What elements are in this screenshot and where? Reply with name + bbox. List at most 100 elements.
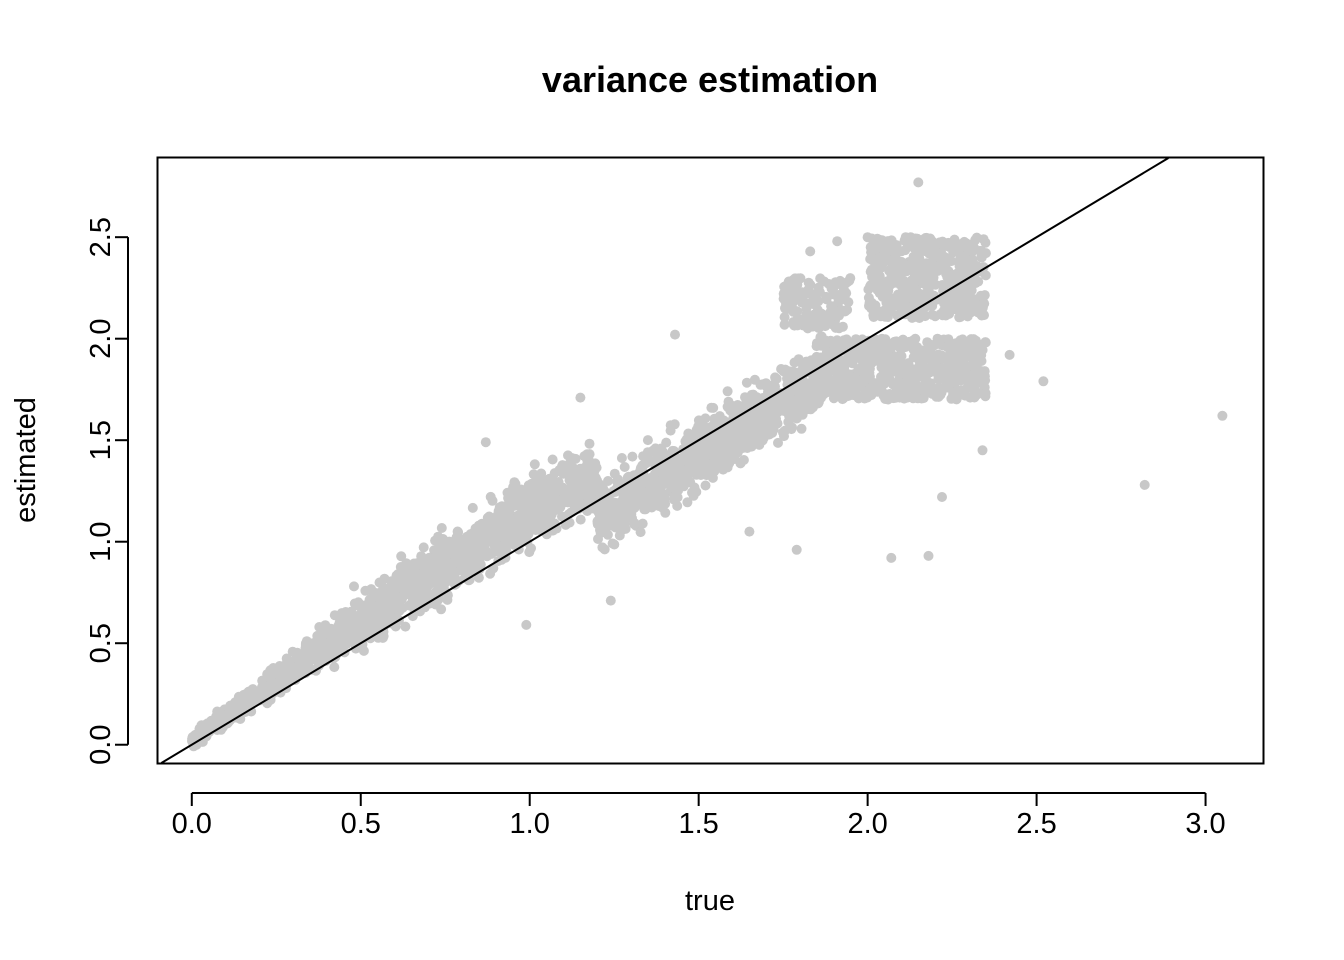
y-axis-label: estimated [10, 397, 42, 523]
data-point [787, 292, 798, 303]
data-point [811, 294, 822, 305]
data-point [802, 358, 813, 369]
data-point [980, 337, 991, 348]
data-point [857, 334, 868, 345]
data-point [329, 610, 340, 621]
data-point [597, 542, 608, 553]
data-point [690, 460, 701, 471]
data-point [707, 458, 718, 469]
data-point [797, 409, 808, 420]
data-point [619, 462, 630, 472]
outlier-point [832, 236, 843, 247]
data-point [436, 523, 447, 533]
data-point [832, 370, 843, 381]
data-point [423, 578, 433, 589]
data-point [307, 638, 318, 649]
data-point [924, 280, 935, 291]
data-point [563, 450, 573, 461]
data-point [802, 393, 813, 404]
data-point [906, 384, 917, 395]
outlier-point [1217, 410, 1228, 421]
data-point [603, 476, 613, 486]
data-point [618, 494, 629, 505]
data-point [608, 508, 619, 519]
data-point [803, 277, 814, 288]
data-point [798, 297, 809, 307]
data-point [948, 376, 959, 387]
data-point [896, 256, 907, 267]
data-point [872, 272, 883, 283]
outlier-point [1139, 479, 1150, 490]
data-point [591, 476, 602, 487]
data-point [803, 284, 814, 295]
data-point [400, 621, 411, 632]
data-point [970, 262, 981, 273]
data-point [865, 242, 876, 253]
x-tick-label: 1.0 [510, 808, 550, 840]
data-point [580, 462, 591, 473]
data-point [815, 273, 826, 284]
data-point [320, 620, 331, 631]
data-point [573, 501, 584, 512]
data-point [265, 694, 276, 705]
x-axis: 0.0 0.5 1.0 1.5 2.0 2.5 3.0 [172, 792, 1226, 840]
data-point [642, 435, 653, 446]
data-point [616, 453, 627, 463]
data-point [881, 288, 892, 299]
data-point [959, 388, 970, 399]
data-point [709, 466, 720, 477]
data-point [911, 285, 922, 296]
data-point [927, 300, 938, 311]
data-point [859, 393, 870, 404]
data-point [888, 353, 899, 364]
data-point [789, 357, 800, 368]
chart-title: variance estimation [542, 59, 878, 100]
data-point [885, 277, 896, 288]
data-point [693, 415, 704, 426]
outlier-point [1038, 376, 1049, 387]
data-point [813, 391, 824, 401]
data-point [931, 362, 942, 373]
data-point [553, 477, 564, 487]
data-point [735, 458, 746, 469]
y-tick-label: 2.0 [85, 319, 117, 359]
data-point [813, 282, 824, 293]
data-point [339, 625, 350, 636]
data-point [689, 482, 700, 493]
data-point [832, 386, 843, 397]
data-point [828, 289, 839, 300]
data-point [637, 497, 648, 508]
data-point [741, 377, 752, 388]
y-tick-label: 0.5 [85, 623, 117, 663]
data-point [547, 454, 558, 465]
data-point [430, 535, 441, 546]
data-point [901, 266, 912, 277]
data-point [554, 496, 565, 507]
data-point [685, 447, 696, 458]
data-point [465, 534, 476, 545]
outlier-point [521, 619, 532, 630]
data-point [910, 277, 921, 288]
data-point [264, 680, 275, 691]
data-point [623, 471, 634, 482]
data-point [980, 388, 991, 399]
outlier-point [480, 437, 491, 448]
data-point [871, 354, 882, 365]
data-point [871, 341, 882, 351]
outlier-point [977, 445, 988, 456]
data-point [910, 266, 921, 277]
data-point [451, 532, 462, 543]
data-point [914, 355, 925, 366]
data-point [949, 387, 960, 398]
data-point [279, 660, 290, 671]
data-point [442, 594, 453, 605]
data-point [599, 518, 610, 529]
data-point [387, 596, 398, 607]
data-point [977, 302, 988, 313]
data-point [677, 453, 688, 463]
data-point [714, 427, 725, 438]
data-point [544, 478, 555, 489]
outlier-point [886, 552, 897, 563]
data-point [397, 602, 408, 613]
